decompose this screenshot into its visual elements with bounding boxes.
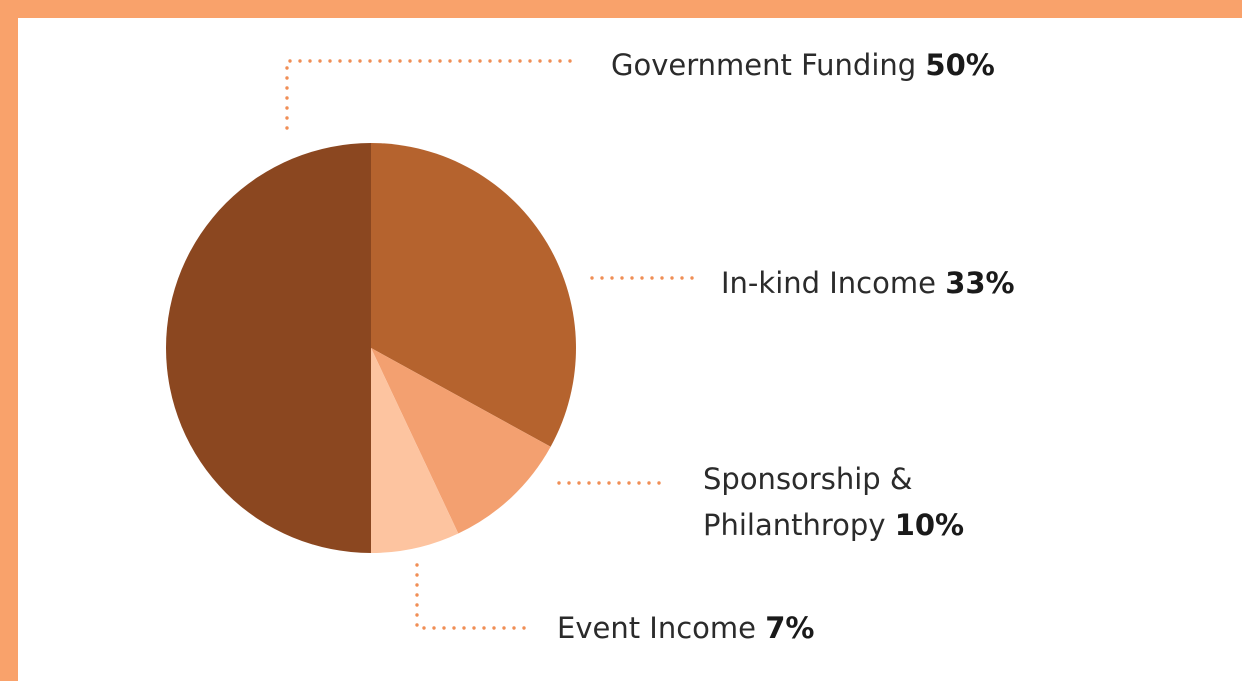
label-event-income: Event Income 7% xyxy=(557,611,814,645)
label-government-funding-pct: 50% xyxy=(925,48,994,82)
leader-line-event-income xyxy=(415,563,527,630)
label-in-kind-income: In-kind Income 33% xyxy=(721,266,1015,300)
leader-line-government-funding xyxy=(285,59,582,130)
label-sponsorship-line1: Sponsorship & xyxy=(703,462,913,496)
pie-slices xyxy=(166,143,576,553)
label-sponsorship-pct: 10% xyxy=(895,508,964,542)
label-government-funding-name: Government Funding xyxy=(611,48,916,82)
label-in-kind-income-pct: 33% xyxy=(945,266,1014,300)
label-government-funding: Government Funding 50% xyxy=(611,48,995,82)
pie-slice-government-funding xyxy=(166,143,371,553)
label-event-income-name: Event Income xyxy=(557,611,756,645)
label-in-kind-income-name: In-kind Income xyxy=(721,266,936,300)
pie-slice-in-kind-income xyxy=(371,143,576,447)
pie-slice-event-income xyxy=(371,348,459,553)
label-sponsorship-name: Philanthropy xyxy=(703,508,885,542)
label-event-income-pct: 7% xyxy=(765,611,814,645)
label-sponsorship-line2: Philanthropy 10% xyxy=(703,508,964,542)
pie-slice-sponsorship-philanthropy xyxy=(371,348,551,534)
